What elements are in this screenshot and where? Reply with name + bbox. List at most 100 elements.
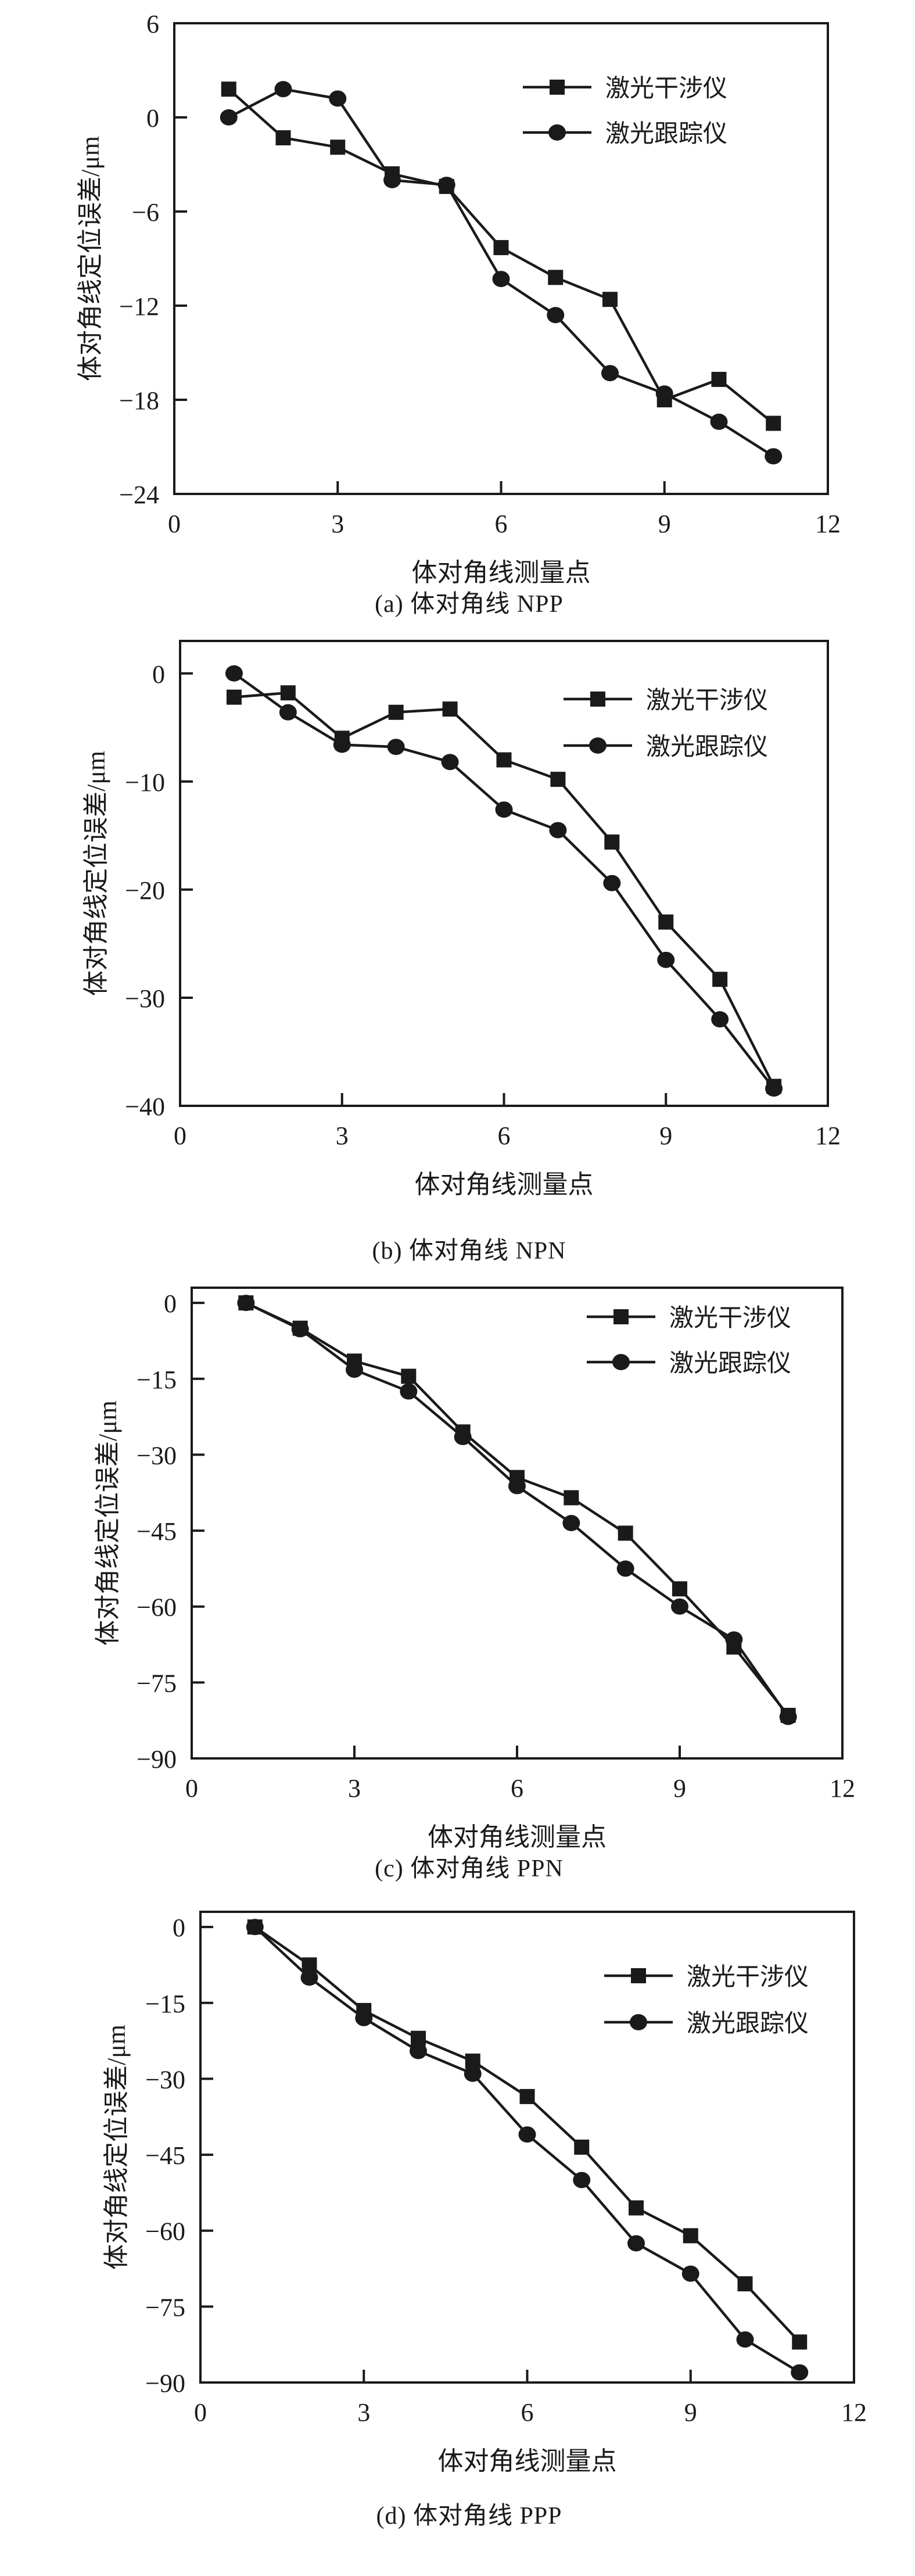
x-tick-label: 6 xyxy=(495,510,508,538)
data-point-circle xyxy=(573,2172,591,2188)
legend-label-tracker: 激光跟踪仪 xyxy=(669,1350,791,1377)
data-point-circle xyxy=(492,271,510,288)
x-axis-title: 体对角线测量点 xyxy=(438,2447,617,2475)
legend-label-interferometer: 激光干涉仪 xyxy=(687,1964,809,1991)
legend-marker-circle xyxy=(589,737,607,754)
data-point-circle xyxy=(601,365,619,382)
x-tick-label: 3 xyxy=(357,2398,370,2427)
x-tick-label: 3 xyxy=(336,1122,349,1150)
data-point-square xyxy=(712,972,728,987)
data-point-circle xyxy=(246,1918,264,1935)
chart-svg-b: 0 −10 −20 −30 −40 0 3 6 9 12 体对角线测量点 体对角线定位误差/μm 激光干… xyxy=(82,640,841,1199)
panel-caption-a: (a) 体对角线 NPP xyxy=(375,591,564,618)
data-point-square xyxy=(519,2088,535,2104)
data-point-square xyxy=(766,415,781,431)
data-point-circle xyxy=(725,1631,743,1648)
legend-marker-circle xyxy=(630,2013,647,2030)
y-tick-label: 0 xyxy=(146,104,159,132)
data-point-circle xyxy=(736,2331,754,2348)
data-point-circle xyxy=(681,2265,699,2282)
panel-caption-d: (d) 体对角线 PPP xyxy=(376,2502,562,2530)
chart-panel-c: 0 −15 −30 −45 −60 −75 −90 0 3 6 9 12 体对角线测量点 体对角线定位误差… xyxy=(0,1264,915,1882)
data-point-circle xyxy=(329,90,347,107)
y-axis-title: 体对角线定位误差/μm xyxy=(76,136,105,381)
legend-marker-square xyxy=(631,1968,646,1983)
y-tick-label: 0 xyxy=(173,1914,185,1942)
panel-caption-b: (b) 体对角线 NPN xyxy=(372,1238,566,1265)
y-axis-title: 体对角线定位误差/μm xyxy=(102,2025,131,2270)
y-axis-title: 体对角线定位误差/μm xyxy=(94,1400,122,1646)
data-point-square xyxy=(330,139,346,155)
data-point-circle xyxy=(791,2364,809,2381)
plot-c: 0 −15 −30 −45 −60 −75 −90 0 3 6 9 12 体对角线测量点 体对角线定位误差… xyxy=(0,1264,915,1854)
y-tick-label: −6 xyxy=(132,198,159,227)
legend-label-interferometer: 激光干涉仪 xyxy=(669,1305,791,1332)
plot-b: 0 −10 −20 −30 −40 0 3 6 9 12 体对角线测量点 体对角线定位误差/μm 激光干… xyxy=(0,618,915,1237)
data-point-circle xyxy=(441,754,459,771)
data-point-circle xyxy=(387,739,405,755)
data-point-circle xyxy=(279,704,297,721)
data-point-circle xyxy=(562,1515,580,1532)
data-point-circle xyxy=(657,952,675,969)
data-point-circle xyxy=(627,2235,645,2252)
y-tick-label: −90 xyxy=(145,2369,185,2398)
data-point-square xyxy=(574,2139,590,2155)
x-tick-label: 9 xyxy=(684,2398,697,2427)
x-tick-label: 3 xyxy=(331,510,344,538)
y-tick-label: −12 xyxy=(119,292,159,321)
data-point-circle xyxy=(464,2065,482,2082)
data-point-square xyxy=(388,704,404,720)
y-tick-label: −40 xyxy=(125,1092,165,1121)
data-point-square xyxy=(564,1490,579,1506)
panel-caption-c: (c) 体对角线 PPN xyxy=(375,1855,564,1883)
x-tick-label: 0 xyxy=(168,510,181,538)
data-point-circle xyxy=(765,1080,783,1097)
data-point-circle xyxy=(779,1708,797,1725)
data-point-circle xyxy=(333,736,351,753)
chart-svg-c: 0 −15 −30 −45 −60 −75 −90 0 3 6 9 12 体对角线测量点 体对角线定位误差… xyxy=(94,1287,855,1851)
x-tick-label: 0 xyxy=(194,2398,207,2427)
y-tick-label: −24 xyxy=(119,481,159,509)
data-point-circle xyxy=(671,1599,688,1615)
x-tick-label: 9 xyxy=(673,1774,686,1803)
data-point-square xyxy=(221,81,236,97)
y-tick-label: −30 xyxy=(145,2065,185,2094)
x-tick-label: 3 xyxy=(348,1774,361,1803)
data-point-circle xyxy=(711,1011,729,1028)
plot-d: 0 −15 −30 −45 −60 −75 −90 0 3 6 9 12 体对角线测量点 体对角线定位误差… xyxy=(0,1883,915,2502)
y-tick-label: −30 xyxy=(125,984,165,1013)
x-tick-label: 0 xyxy=(174,1122,186,1150)
x-tick-label: 9 xyxy=(659,1122,672,1150)
chart-svg-d: 0 −15 −30 −45 −60 −75 −90 0 3 6 9 12 体对角线测量点 体对角线定位误差… xyxy=(102,1910,867,2475)
chart-svg-a: 6 0 −6 −12 −18 −24 0 3 6 9 12 体对角线测量点 体对角线定位误差/μm 激光干… xyxy=(76,10,841,587)
data-point-square xyxy=(618,1525,633,1541)
legend-marker-square xyxy=(550,80,565,95)
x-tick-label: 12 xyxy=(815,510,841,538)
data-point-square xyxy=(683,2227,698,2243)
data-point-square xyxy=(792,2334,808,2349)
data-point-circle xyxy=(291,1321,309,1338)
legend-label-tracker: 激光跟踪仪 xyxy=(605,121,727,148)
data-point-square xyxy=(629,2200,644,2216)
data-point-circle xyxy=(508,1478,526,1495)
data-point-square xyxy=(401,1368,417,1384)
data-point-circle xyxy=(410,2043,427,2059)
data-point-square xyxy=(737,2276,753,2291)
data-point-square xyxy=(604,834,620,850)
x-tick-label: 9 xyxy=(658,510,671,538)
y-tick-label: 6 xyxy=(146,10,159,38)
data-point-circle xyxy=(518,2126,536,2143)
x-tick-label: 12 xyxy=(841,2398,867,2427)
y-tick-label: −90 xyxy=(137,1745,177,1774)
y-tick-label: 0 xyxy=(152,660,165,689)
data-point-circle xyxy=(225,665,243,682)
x-tick-label: 0 xyxy=(185,1774,198,1803)
x-tick-label: 12 xyxy=(830,1774,855,1803)
series-line-tracker xyxy=(254,1926,801,2374)
data-point-circle xyxy=(495,801,513,818)
legend-label-interferometer: 激光干涉仪 xyxy=(646,687,768,714)
data-point-square xyxy=(672,1581,687,1597)
data-point-circle xyxy=(655,385,673,402)
data-point-circle xyxy=(346,1362,363,1378)
x-axis-title: 体对角线测量点 xyxy=(412,558,591,587)
